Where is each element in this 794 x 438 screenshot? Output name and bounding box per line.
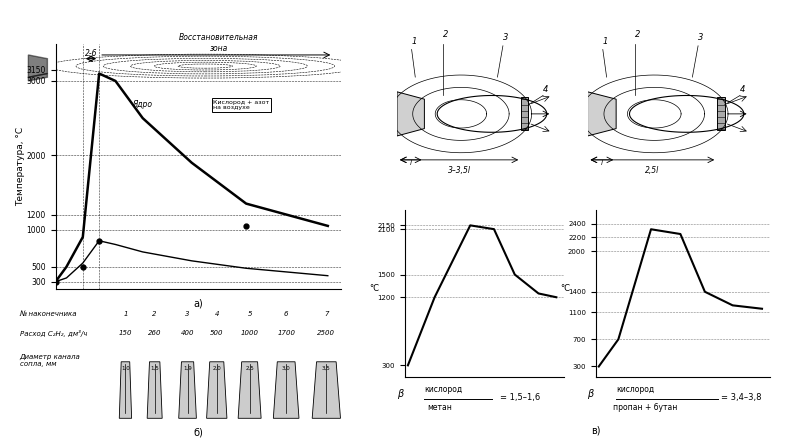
Text: 2,0: 2,0: [212, 366, 222, 371]
Text: 3,0: 3,0: [282, 366, 291, 371]
Text: в): в): [591, 426, 600, 436]
Text: = 3,4–3,8: = 3,4–3,8: [721, 393, 761, 402]
Text: 400: 400: [181, 330, 195, 336]
Text: 1,5: 1,5: [150, 366, 159, 371]
Y-axis label: Температура, °C: Температура, °C: [16, 127, 25, 206]
Text: = 1,5–1,6: = 1,5–1,6: [500, 393, 541, 402]
Text: 2,5l: 2,5l: [646, 166, 660, 175]
Text: Ядро: Ядро: [132, 100, 152, 109]
Text: 500: 500: [210, 330, 224, 336]
Text: 4: 4: [543, 85, 549, 94]
Text: 3: 3: [503, 33, 508, 42]
FancyBboxPatch shape: [717, 97, 725, 131]
Polygon shape: [588, 92, 616, 136]
Text: 1: 1: [411, 37, 417, 46]
Text: 4: 4: [214, 311, 219, 317]
Text: б): б): [194, 427, 203, 438]
Text: 2,5: 2,5: [245, 366, 254, 371]
Polygon shape: [29, 74, 48, 81]
Text: β: β: [397, 389, 403, 399]
Text: β: β: [587, 389, 593, 399]
Text: кислород: кислород: [616, 385, 654, 394]
Text: 150: 150: [118, 330, 133, 336]
Text: 3–3,5l: 3–3,5l: [448, 166, 471, 175]
Text: 1700: 1700: [277, 330, 295, 336]
Polygon shape: [206, 362, 227, 418]
FancyBboxPatch shape: [521, 97, 529, 131]
Text: 1,9: 1,9: [183, 366, 192, 371]
Polygon shape: [312, 362, 341, 418]
Text: 260: 260: [148, 330, 161, 336]
Polygon shape: [119, 362, 132, 418]
Polygon shape: [147, 362, 162, 418]
Text: 1: 1: [603, 37, 608, 46]
Text: 1000: 1000: [241, 330, 259, 336]
Text: 4: 4: [740, 85, 746, 94]
Polygon shape: [238, 362, 261, 418]
Text: 3: 3: [698, 33, 703, 42]
Polygon shape: [29, 55, 48, 77]
Text: 5: 5: [248, 311, 252, 317]
Text: кислород: кислород: [424, 385, 462, 394]
Text: l: l: [601, 160, 603, 166]
Text: 3: 3: [185, 311, 190, 317]
Text: 7: 7: [324, 311, 329, 317]
Text: № наконечника: № наконечника: [20, 311, 77, 317]
Polygon shape: [273, 362, 299, 418]
Text: пропан + бутан: пропан + бутан: [613, 403, 677, 412]
Text: Кислород + азот
на воздухе: Кислород + азот на воздухе: [214, 99, 270, 110]
Y-axis label: °С: °С: [369, 284, 380, 293]
Text: 2-6: 2-6: [85, 49, 97, 58]
Text: метан: метан: [427, 403, 452, 412]
Text: l: l: [410, 160, 412, 166]
Text: 6: 6: [284, 311, 288, 317]
Text: а): а): [194, 298, 203, 308]
Text: 2: 2: [443, 30, 448, 39]
Text: 3,5: 3,5: [322, 366, 331, 371]
Polygon shape: [179, 362, 196, 418]
Text: Восстановительная
зона: Восстановительная зона: [179, 33, 259, 53]
Text: 1: 1: [123, 311, 128, 317]
Text: 2: 2: [152, 311, 157, 317]
Y-axis label: °С: °С: [560, 284, 570, 293]
Text: Диаметр канала
сопла, мм: Диаметр канала сопла, мм: [20, 354, 80, 367]
Text: 1,0: 1,0: [121, 366, 130, 371]
Text: Расход C₂H₂, дм³/ч: Расход C₂H₂, дм³/ч: [20, 330, 87, 337]
Text: 2500: 2500: [318, 330, 335, 336]
Polygon shape: [397, 92, 424, 136]
Text: 2: 2: [635, 30, 641, 39]
